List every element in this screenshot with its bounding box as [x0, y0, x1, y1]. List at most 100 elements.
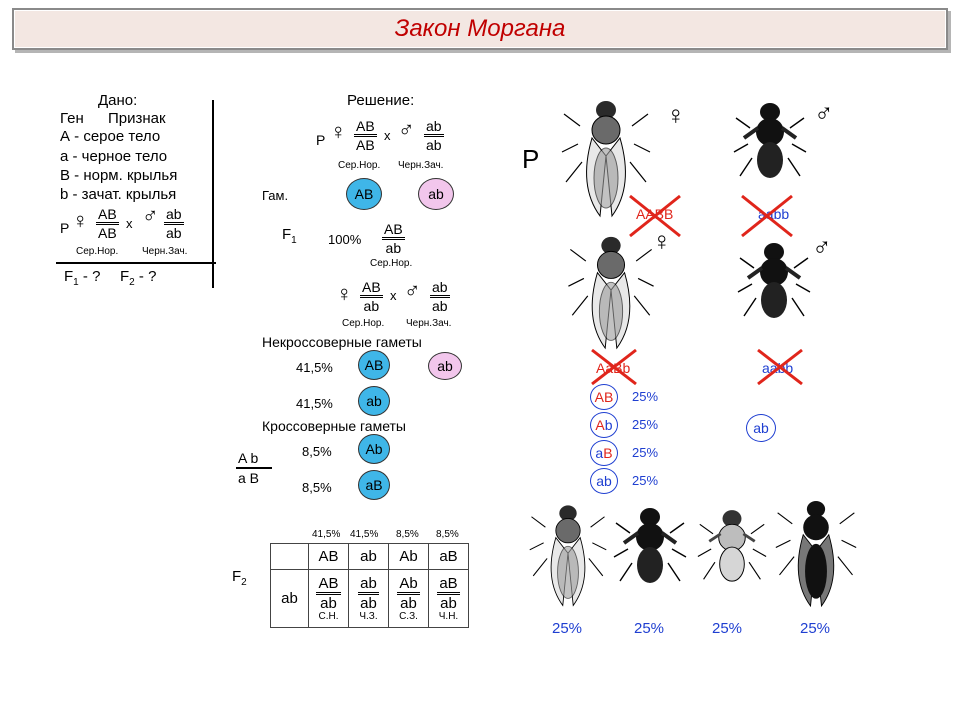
punnett-percent-1: 41,5% [312, 529, 341, 540]
given-male-num: ab [164, 207, 184, 225]
given-heading: Дано: [98, 92, 138, 109]
female-symbol-icon: ♀ [652, 226, 672, 256]
male-symbol-icon: ♂ [814, 98, 834, 128]
tester-gamete: ab [746, 414, 776, 442]
given-row-3: В - норм. крылья [60, 167, 178, 184]
solution-female-genotype: AB AB [354, 118, 377, 153]
given-divider [56, 262, 216, 264]
punnett-percent-3: 8,5% [396, 529, 419, 540]
gamete-AB: AB [346, 178, 382, 210]
f1-gamete-percent-2: 25% [632, 417, 659, 432]
given-row-4: b - зачат. крылья [60, 186, 177, 203]
f1-gamete-percent-1: 25% [632, 389, 659, 404]
given-f1-question: F1 - ? [64, 268, 101, 288]
noncross-gamete-1: AB [358, 350, 390, 380]
cross-gamete-1: Ab [358, 434, 390, 464]
punnett-cell-1: AB ab С.Н. [308, 569, 349, 628]
noncross-percent-2: 41,5% [296, 396, 333, 411]
punnett-cell-3: Ab ab С.З. [388, 569, 429, 628]
given-female-den: AB [98, 225, 117, 241]
punnett-cell-2: ab ab Ч.З. [348, 569, 389, 628]
punnett-percent-4: 8,5% [436, 529, 459, 540]
punnett-f2-label: F2 [232, 568, 247, 588]
noncross-heading: Некроссоверные гаметы [262, 334, 422, 350]
solution-f1-pheno: Сер.Нор. [370, 258, 413, 269]
noncross-gamete-2: ab [358, 386, 390, 416]
given-cross: x [126, 216, 133, 231]
noncross-percent-1: 41,5% [296, 360, 333, 375]
given-f2-question: F2 - ? [120, 268, 157, 288]
given-male-genotype: ab ab [164, 207, 184, 240]
solution-p-label: P [316, 132, 326, 148]
fly-grey-vestigial-icon [697, 510, 767, 582]
given-male-den: ab [166, 225, 182, 241]
solution-f1-genotype: AB ab [382, 221, 405, 256]
given-male-pheno: Черн.Зач. [142, 246, 188, 257]
cross-out-icon [629, 194, 681, 238]
female-symbol-icon: ♀ [336, 281, 353, 306]
punnett-header-4: aB [428, 543, 469, 570]
cross-percent-2: 8,5% [302, 480, 332, 495]
solution-male-genotype: ab ab [424, 118, 444, 153]
given-col-trait: Признак [108, 110, 166, 127]
f1-gamete-percent-4: 25% [632, 473, 659, 488]
fly-black-male-icon [733, 103, 807, 178]
cross-percent-1: 8,5% [302, 444, 332, 459]
cross2-male-genotype: ab ab [430, 279, 450, 314]
page-title: Закон Моргана [394, 15, 566, 42]
male-symbol-icon: ♂ [404, 278, 421, 303]
chromosome-divider [236, 467, 272, 469]
punnett-percent-2: 41,5% [350, 529, 379, 540]
offspring-percent-1: 25% [552, 620, 583, 637]
solution-male-pheno: Черн.Зач. [398, 160, 444, 171]
cross2-female-pheno: Сер.Нор. [342, 318, 385, 329]
punnett-header-1: AB [308, 543, 349, 570]
gamete-ab: ab [418, 178, 454, 210]
fly-grey-female-icon [561, 101, 651, 218]
given-vertical-line [212, 100, 214, 288]
punnett-header-2: ab [348, 543, 389, 570]
fly-black-vestigial-icon [613, 508, 687, 583]
solution-heading: Решение: [347, 92, 415, 109]
punnett-row-label: ab [270, 569, 309, 628]
given-female-num: AB [96, 207, 119, 225]
male-symbol-icon: ♂ [812, 232, 832, 262]
cross-gamete-2: aB [358, 470, 390, 500]
noncross-male-gamete: ab [428, 352, 462, 380]
female-symbol-icon: ♀ [72, 208, 89, 233]
offspring-percent-3: 25% [712, 620, 743, 637]
solution-female-pheno: Сер.Нор. [338, 160, 381, 171]
cross-out-icon [757, 348, 803, 386]
solution-f1-percent: 100% [328, 232, 362, 247]
given-row-1: А - серое тело [60, 128, 161, 145]
punnett-table: AB ab Ab aB ab AB ab С.Н. ab ab Ч.З. Ab ab … [270, 543, 469, 628]
given-col-gene: Ген [60, 110, 84, 127]
title-bar: Закон Моргана [12, 8, 948, 50]
given-p-label: P [60, 220, 70, 236]
chromosome-bottom: a B [238, 470, 260, 486]
cross-heading: Кроссоверные гаметы [262, 418, 406, 434]
offspring-percent-4: 25% [800, 620, 831, 637]
cross-out-icon [741, 194, 793, 238]
cross2-x: x [390, 288, 397, 303]
punnett-cell-4: aB ab Ч.Н. [428, 569, 469, 628]
female-symbol-icon: ♀ [666, 100, 686, 130]
male-symbol-icon: ♂ [398, 117, 415, 142]
right-p-label: P [522, 144, 540, 174]
given-row-2: а - черное тело [60, 148, 168, 165]
solution-f1-label: F1 [282, 226, 297, 246]
offspring-percent-2: 25% [634, 620, 665, 637]
cross2-male-pheno: Черн.Зач. [406, 318, 452, 329]
chromosome-top: A b [238, 450, 259, 466]
fly-black-male-icon [737, 243, 811, 318]
fly-black-normal-icon [775, 500, 857, 608]
female-symbol-icon: ♀ [330, 119, 347, 144]
cross2-female-genotype: AB ab [360, 279, 383, 314]
f1-gamete-percent-3: 25% [632, 445, 659, 460]
fly-grey-female-icon [568, 236, 654, 350]
given-female-pheno: Сер.Нор. [76, 246, 119, 257]
